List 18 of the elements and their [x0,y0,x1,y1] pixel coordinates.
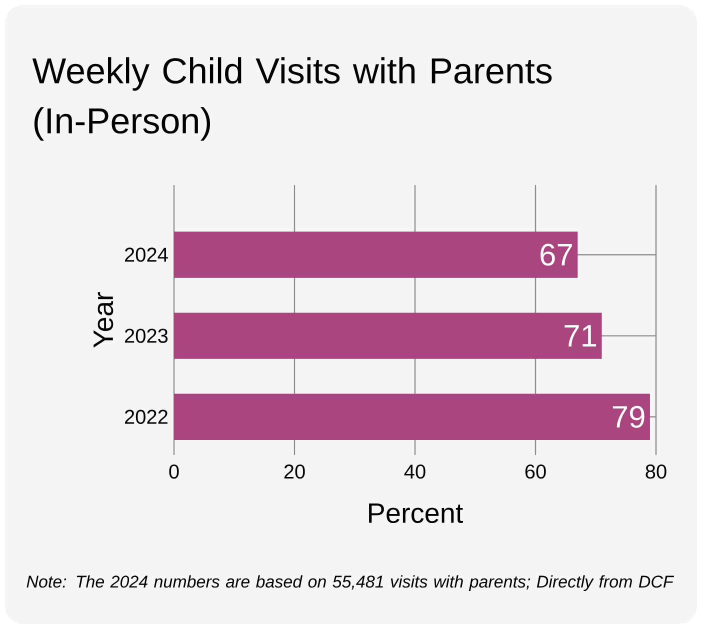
y-tick-label: 2022 [124,410,168,424]
x-tick-label: 20 [284,464,305,479]
y-tick-label: 2024 [124,248,168,262]
x-tick-label: 0 [169,464,179,479]
data-label: 67 [540,244,572,266]
bar [174,232,578,278]
data-label: 79 [612,406,644,428]
y-axis-title: Year [94,292,114,348]
text: Note: The 2024 numbers are based on 55,481 visits with parents; Directly from DCF [26,575,674,592]
chart-title: Weekly Child Visits with Parents (In-Person) [32,57,552,141]
x-tick-label: 40 [404,464,426,479]
bar [174,394,650,440]
bar [174,312,602,359]
x-axis-title: Percent [369,504,464,524]
x-tick-label: 60 [525,464,546,479]
x-tick-label: 80 [646,464,666,479]
y-tick-label: 2023 [124,328,168,343]
data-label: 71 [564,325,596,346]
